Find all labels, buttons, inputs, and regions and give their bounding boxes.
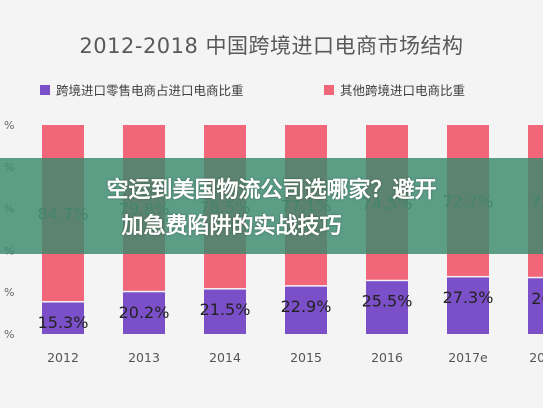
y-tick-label: % (4, 119, 14, 132)
x-tick-label: 2017e (448, 350, 488, 365)
bar-cross-border (528, 277, 543, 334)
banner-headline-line2: 加急费陷阱的实战技巧 (121, 214, 342, 239)
x-tick-label: 2012 (47, 350, 79, 365)
legend: 跨境进口零售电商占进口电商比重 其他跨境进口电商比重 (40, 80, 543, 100)
data-label-bottom: 26.9 (531, 289, 543, 308)
legend-item-other: 其他跨境进口电商比重 (324, 80, 465, 99)
y-tick-label: % (4, 328, 14, 341)
data-label-bottom: 25.5% (362, 292, 413, 311)
bar-separator (528, 276, 543, 279)
legend-swatch-other (324, 84, 334, 95)
x-tick-label: 2015 (290, 350, 322, 365)
bar-cross-border (42, 302, 84, 334)
data-label-bottom: 21.5% (200, 300, 251, 319)
bar-cross-border (204, 289, 246, 334)
bar-cross-border (123, 291, 165, 334)
bar-separator (285, 285, 327, 287)
x-tick-label: 2013 (128, 350, 160, 365)
bar-cross-border (366, 280, 408, 334)
legend-swatch-cross-border (40, 84, 50, 95)
banner-headline-line1: 空运到美国物流公司选哪家？避开 (106, 178, 437, 203)
bar-separator (447, 275, 489, 278)
legend-item-cross-border: 跨境进口零售电商占进口电商比重 (40, 80, 244, 99)
bar-separator (204, 288, 246, 290)
data-label-bottom: 20.2% (119, 303, 170, 322)
x-tick-label: 2018e (529, 350, 543, 365)
overlay-banner: 空运到美国物流公司选哪家？避开 加急费陷阱的实战技巧 (0, 158, 543, 254)
data-label-bottom: 22.9% (281, 297, 332, 316)
bar-cross-border (447, 276, 489, 334)
bar-separator (123, 290, 165, 293)
x-tick-label: 2016 (371, 350, 403, 365)
x-tick-label: 2014 (209, 350, 241, 365)
legend-label-cross-border: 跨境进口零售电商占进口电商比重 (56, 83, 244, 98)
legend-label-other: 其他跨境进口电商比重 (340, 83, 466, 98)
bar-cross-border (285, 286, 327, 334)
data-label-bottom: 15.3% (38, 313, 89, 332)
bar-separator (366, 279, 408, 282)
chart-title: 2012-2018 中国跨境进口电商市场结构 (79, 34, 464, 58)
y-tick-label: % (4, 286, 14, 299)
data-label-bottom: 27.3% (443, 288, 494, 307)
bar-separator (42, 301, 84, 303)
